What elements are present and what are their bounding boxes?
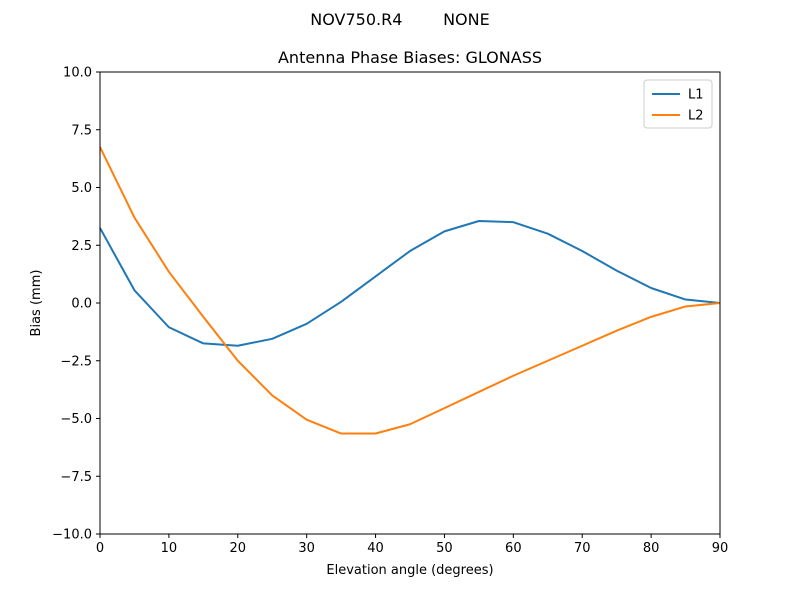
x-tick-label: 0 (96, 541, 104, 556)
figure-suptitle: NOV750.R4 NONE (310, 10, 490, 29)
plot-area (99, 71, 721, 535)
chart-title: Antenna Phase Biases: GLONASS (278, 48, 542, 67)
x-tick-label: 70 (574, 541, 591, 556)
x-tick-label: 20 (230, 541, 247, 556)
y-tick-label: 10.0 (63, 66, 92, 81)
x-tick-label: 40 (367, 541, 384, 556)
y-tick-label: 2.5 (71, 239, 92, 254)
series-line-l1 (99, 220, 721, 347)
y-tick-label: 0.0 (71, 297, 92, 312)
series-line-l2 (99, 146, 721, 435)
x-tick-label: 90 (712, 541, 729, 556)
y-tick-label: 7.5 (71, 123, 92, 138)
x-tick-label: 30 (298, 541, 315, 556)
axis-ticks: 0 10 20 30 40 50 60 70 80 90 −10.0 −7.5 −5.0 −2.5 0.0 2… (52, 66, 728, 557)
x-tick-label: 80 (643, 541, 660, 556)
x-tick-label: 10 (161, 541, 178, 556)
x-tick-label: 60 (505, 541, 522, 556)
y-axis-label: Bias (mm) (29, 270, 44, 337)
y-tick-label: 5.0 (71, 181, 92, 196)
y-tick-label: −7.5 (60, 470, 92, 485)
y-tick-label: −10.0 (52, 528, 92, 543)
x-axis-label: Elevation angle (degrees) (326, 563, 493, 578)
legend-label-l1: L1 (688, 88, 704, 103)
legend-label-l2: L2 (688, 109, 704, 124)
x-tick-label: 50 (436, 541, 453, 556)
series-lines (99, 146, 721, 435)
y-tick-label: −2.5 (60, 354, 92, 369)
y-tick-label: −5.0 (60, 412, 92, 427)
